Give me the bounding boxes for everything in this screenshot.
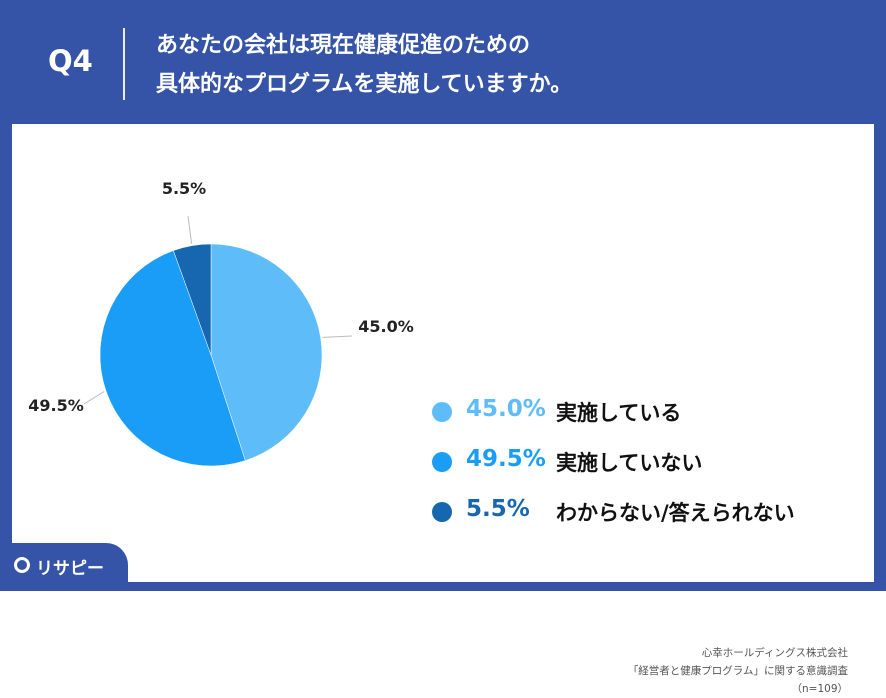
pie-slice-not-implemented (99, 250, 246, 467)
question-number: Q4 (48, 44, 93, 78)
question-line-1: あなたの会社は現在健康促進のための (156, 33, 531, 58)
pie-slice-unknown (173, 243, 212, 356)
data-label: 45.0% (358, 317, 414, 336)
leader-line (83, 391, 105, 405)
legend-label: 実施している (556, 401, 682, 425)
chart-panel: 45.0% 49.5% 5.5% 45.0% 実施している 49.5% 実施していな… (12, 124, 874, 695)
legend-label: 実施していない (556, 451, 703, 475)
legend-percent: 45.0% (466, 396, 546, 422)
header-divider (123, 28, 125, 100)
legend-label: わからない/答えられない (556, 501, 795, 525)
source-sample-size: （n=109） (791, 683, 849, 695)
legend-percent: 5.5% (466, 496, 530, 522)
leader-line (187, 215, 193, 244)
legend-percent: 49.5% (466, 446, 546, 472)
source-survey: 「経営者と健康プログラム」に関する意識調査 (627, 665, 848, 677)
pie-chart: 45.0% 49.5% 5.5% (28, 179, 414, 467)
pin-icon (14, 557, 30, 573)
header: Q4 あなたの会社は現在健康促進のための 具体的なプログラムを実施していますか。 (0, 0, 886, 122)
data-label: 49.5% (28, 396, 84, 415)
legend-dot (432, 452, 452, 472)
legend-dot (432, 502, 452, 522)
legend-dot (432, 402, 452, 422)
question-text: あなたの会社は現在健康促進のための 具体的なプログラムを実施していますか。 (156, 26, 856, 104)
source-company: 心幸ホールディングス株式会社 (701, 647, 848, 659)
question-line-2: 具体的なプログラムを実施していますか。 (156, 72, 573, 97)
logo-text: リサピー (36, 559, 104, 579)
brand-logo: リサピー (0, 543, 128, 591)
pie-slice-implemented (210, 243, 323, 461)
leader-line (322, 335, 353, 338)
data-label: 5.5% (162, 179, 206, 198)
source-note: 心幸ホールディングス株式会社 「経営者と健康プログラム」に関する意識調査 （n=… (628, 644, 848, 698)
